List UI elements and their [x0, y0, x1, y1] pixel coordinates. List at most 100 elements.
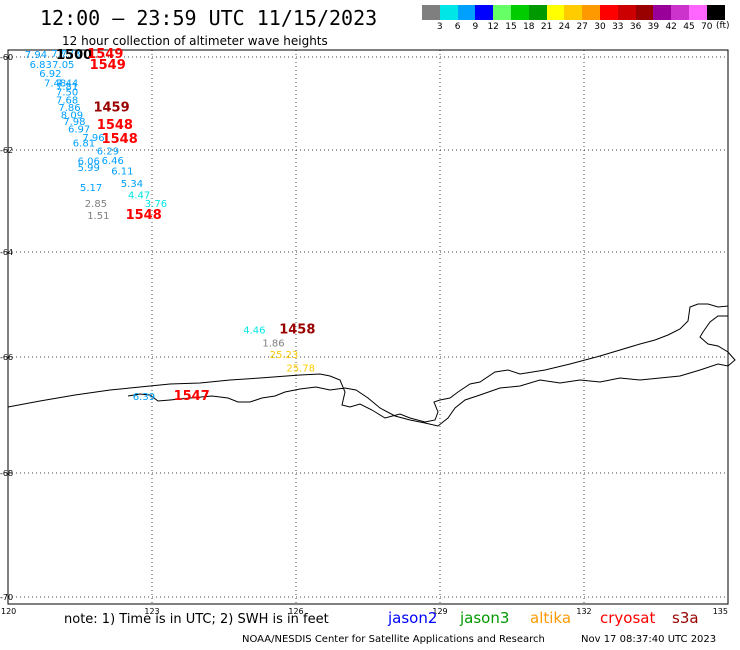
mission-jason2: jason2: [388, 609, 438, 627]
legend-label: 33: [612, 22, 624, 32]
legend-label: 36: [629, 22, 642, 32]
wave-height-label: 5.34: [121, 179, 143, 190]
legend-swatch: [546, 5, 565, 20]
latitude-label: -62: [0, 146, 13, 155]
wave-height-label: 7.81: [56, 82, 78, 93]
wave-height-label: 4.46: [243, 325, 265, 336]
observation-time-label: 1548: [97, 118, 133, 133]
wave-height-label: 7.7: [51, 49, 67, 60]
legend-swatch: [706, 5, 725, 20]
observation-time-label: 1500: [56, 48, 92, 63]
observation-time-label: 1547: [174, 389, 210, 404]
legend-swatch: [528, 5, 547, 20]
legend-swatches: [422, 5, 725, 20]
legend-label: 24: [558, 22, 571, 32]
wave-height-label: 3.76: [145, 199, 167, 210]
legend-label: 3: [436, 22, 443, 32]
legend-swatch: [688, 5, 707, 20]
observation-time-label: 1458: [279, 322, 315, 337]
longitude-label: 126: [288, 607, 303, 616]
observation-time-label: 1549: [90, 58, 126, 73]
wave-height-label: 25.78: [286, 364, 315, 375]
mission-jason3: jason3: [460, 609, 510, 627]
observation-time-label: 1459: [93, 100, 129, 115]
wave-height-label: 7.94: [25, 50, 47, 61]
wave-height-label: 2.85: [85, 199, 107, 210]
legend-swatch: [510, 5, 529, 20]
longitude-label: 135: [713, 607, 728, 616]
wave-height-label: 8.09: [61, 110, 83, 121]
wave-height-label: 6.83: [30, 60, 52, 71]
longitude-label: 123: [144, 607, 159, 616]
wave-height-label: 7.05: [52, 60, 74, 71]
legend-label: 18: [523, 22, 535, 32]
longitude-label: 120: [1, 607, 16, 616]
legend-swatch: [582, 5, 600, 20]
legend-swatch: [475, 5, 494, 20]
observation-time-label: 1549: [87, 47, 123, 62]
wave-height-label: 6.46: [102, 156, 124, 167]
latitude-label: -68: [0, 469, 13, 478]
wave-height-label: 6.29: [97, 147, 119, 158]
legend-label: 6: [454, 22, 461, 32]
latitude-label: -64: [0, 248, 13, 257]
credit-line: NOAA/NESDIS Center for Satellite Applica…: [242, 634, 545, 645]
legend-label: 15: [505, 22, 517, 32]
wave-height-label: 6.92: [39, 69, 61, 80]
mission-cryosat: cryosat: [600, 609, 656, 627]
legend-label: 30: [594, 22, 606, 32]
wave-height-label: 5.17: [80, 183, 102, 194]
wave-height-label: 7.86: [58, 103, 80, 114]
legend-label: 12: [487, 22, 499, 32]
legend-swatch: [422, 5, 440, 20]
longitude-label: 129: [432, 607, 447, 616]
legend-label: 21: [540, 22, 553, 32]
wave-height-label: 1.86: [262, 339, 284, 350]
legend-swatch: [617, 5, 636, 20]
legend-label: 27: [576, 22, 588, 32]
generated-timestamp: Nov 17 08:37:40 UTC 2023: [581, 634, 717, 645]
graticule: -60 -62 -64 -66 -68 -70 120 123 126 129 132 135: [0, 50, 729, 616]
legend-swatch: [564, 5, 583, 20]
legend-swatch: [439, 5, 458, 20]
map-subtitle: 12 hour collection of altimeter wave hei…: [62, 34, 328, 48]
wave-height-label: 7.50: [56, 88, 78, 99]
wave-height-label: 4.47: [128, 190, 150, 201]
wave-height-label: 1.51: [87, 211, 109, 222]
wave-height-label: 25.23: [270, 350, 299, 361]
legend-swatch: [671, 5, 689, 20]
mission-s3a: s3a: [672, 609, 699, 627]
legend-swatch: [635, 5, 654, 20]
map-title: 12:00 – 23:59 UTC 11/15/2023: [40, 6, 378, 30]
legend-label: 9: [472, 22, 479, 32]
wave-height-label: 5.99: [78, 163, 100, 174]
wave-height-label: 7.73: [58, 49, 80, 60]
wave-height-label: 7.48: [44, 78, 66, 89]
wave-height-label: 7.96: [82, 133, 104, 144]
legend-swatch: [653, 5, 672, 20]
observation-time-label: 1548: [126, 208, 162, 223]
wave-height-label: 6.97: [68, 124, 90, 135]
wave-height-label: 6.11: [111, 166, 133, 177]
wave-height-label: 7.68: [56, 96, 78, 107]
antarctic-coastline: [7, 303, 736, 427]
color-scale-legend: 3 6 9 12 15 18 21 24 27 30 33 36 39 42 45 70: [422, 5, 725, 34]
wave-height-label: 6.81: [73, 138, 95, 149]
wave-height-label: 6.39: [133, 392, 155, 403]
latitude-label: -66: [0, 353, 13, 362]
legend-swatch: [457, 5, 476, 20]
observation-time-label: 1548: [102, 132, 138, 147]
map-frame: [7, 49, 729, 605]
legend-label: 39: [647, 22, 660, 32]
legend-swatch: [493, 5, 511, 20]
longitude-label: 132: [576, 607, 591, 616]
legend-unit: (ft): [716, 21, 730, 31]
latitude-label: -70: [0, 593, 13, 602]
latitude-label: -60: [0, 53, 13, 62]
legend-label: 70: [701, 22, 713, 32]
wave-height-label: 6.06: [78, 156, 100, 167]
legend-labels: 3 6 9 12 15 18 21 24 27 30 33 36 39 42 45 70: [422, 20, 725, 34]
legend-swatch: [599, 5, 618, 20]
